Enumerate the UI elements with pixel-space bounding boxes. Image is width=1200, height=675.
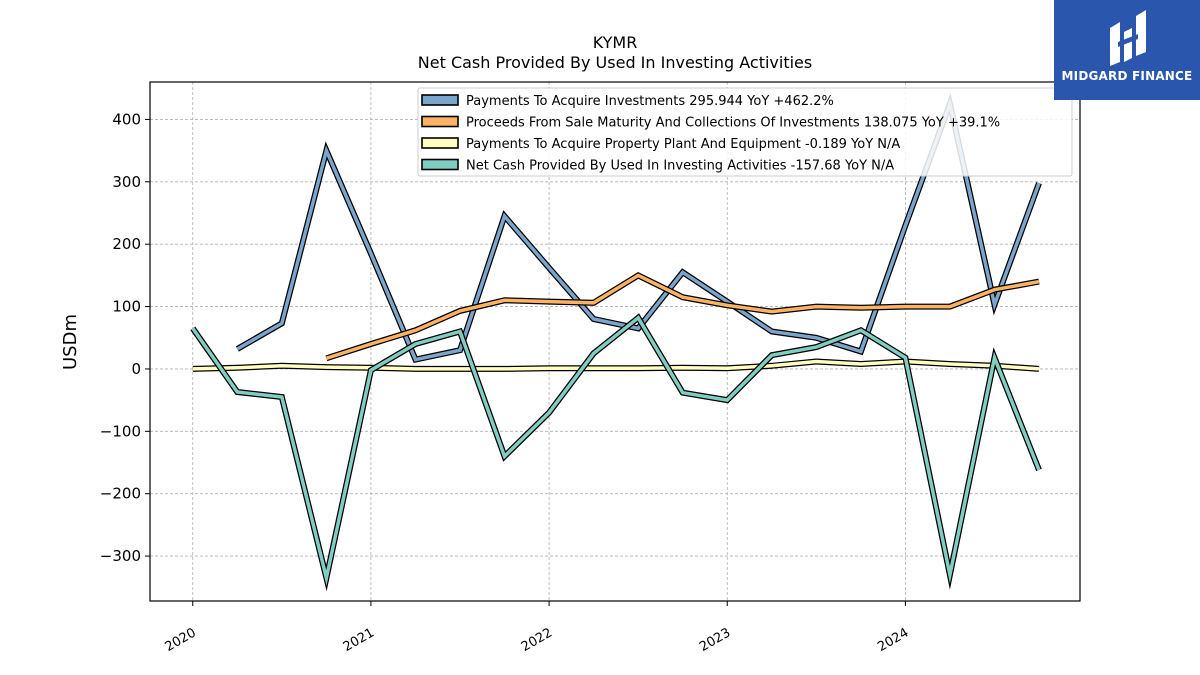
series-line xyxy=(191,315,1041,586)
legend-entry: Payments To Acquire Investments 295.944 … xyxy=(421,94,834,109)
series-line xyxy=(236,97,1041,362)
legend-swatch xyxy=(421,158,459,171)
y-tick-label: 400 xyxy=(112,110,141,128)
legend-label: Net Cash Provided By Used In Investing A… xyxy=(466,159,894,174)
series-line xyxy=(325,273,1040,360)
logo-text: MIDGARD FINANCE xyxy=(1061,69,1193,83)
series-line xyxy=(192,359,1040,371)
legend-swatch xyxy=(421,115,459,128)
y-tick-label: −100 xyxy=(100,422,141,440)
series-4 xyxy=(190,313,1042,592)
legend-swatch xyxy=(421,137,459,149)
x-axis: 2020 2021 2022 2023 2024 xyxy=(163,601,911,655)
legend-entry: Payments To Acquire Property Plant And E… xyxy=(421,137,900,152)
legend-label: Payments To Acquire Property Plant And E… xyxy=(466,137,900,152)
chart-subtitle: Net Cash Provided By Used In Investing A… xyxy=(418,53,812,72)
legend-label: Payments To Acquire Investments 295.944 … xyxy=(466,94,834,109)
legend-entry: Proceeds From Sale Maturity And Collecti… xyxy=(421,115,1000,131)
series-lines xyxy=(190,93,1042,592)
series-outline xyxy=(190,313,1042,592)
y-axis-label: USDm xyxy=(60,314,81,370)
legend-swatch xyxy=(421,94,459,106)
legend-entry: Net Cash Provided By Used In Investing A… xyxy=(421,158,894,174)
y-tick-label: 100 xyxy=(112,298,141,316)
series-1 xyxy=(235,93,1042,364)
series-3 xyxy=(192,358,1040,372)
legend-label: Proceeds From Sale Maturity And Collecti… xyxy=(466,116,1000,131)
x-tick-label: 2022 xyxy=(519,625,555,655)
legend: Payments To Acquire Investments 295.944 … xyxy=(417,87,1073,177)
plot-frame xyxy=(149,81,1081,602)
series-2 xyxy=(325,271,1040,362)
logo-mark-icon xyxy=(1110,10,1146,66)
y-tick-label: 0 xyxy=(131,360,141,378)
series-outline xyxy=(325,271,1040,362)
x-tick-label: 2023 xyxy=(697,625,733,655)
x-tick-label: 2024 xyxy=(875,625,911,655)
y-tick-label: −300 xyxy=(100,547,141,565)
x-tick-label: 2021 xyxy=(341,625,377,655)
y-tick-label: −200 xyxy=(100,485,141,503)
chart-title: KYMR xyxy=(593,33,638,52)
y-axis: −300 −200 −100 0 100 200 300 400 xyxy=(100,110,150,565)
legend-box xyxy=(417,87,1073,177)
y-tick-label: 300 xyxy=(112,173,141,191)
midgard-finance-logo: MIDGARD FINANCE xyxy=(1054,0,1200,100)
y-tick-label: 200 xyxy=(112,235,141,253)
x-tick-label: 2020 xyxy=(163,625,199,655)
